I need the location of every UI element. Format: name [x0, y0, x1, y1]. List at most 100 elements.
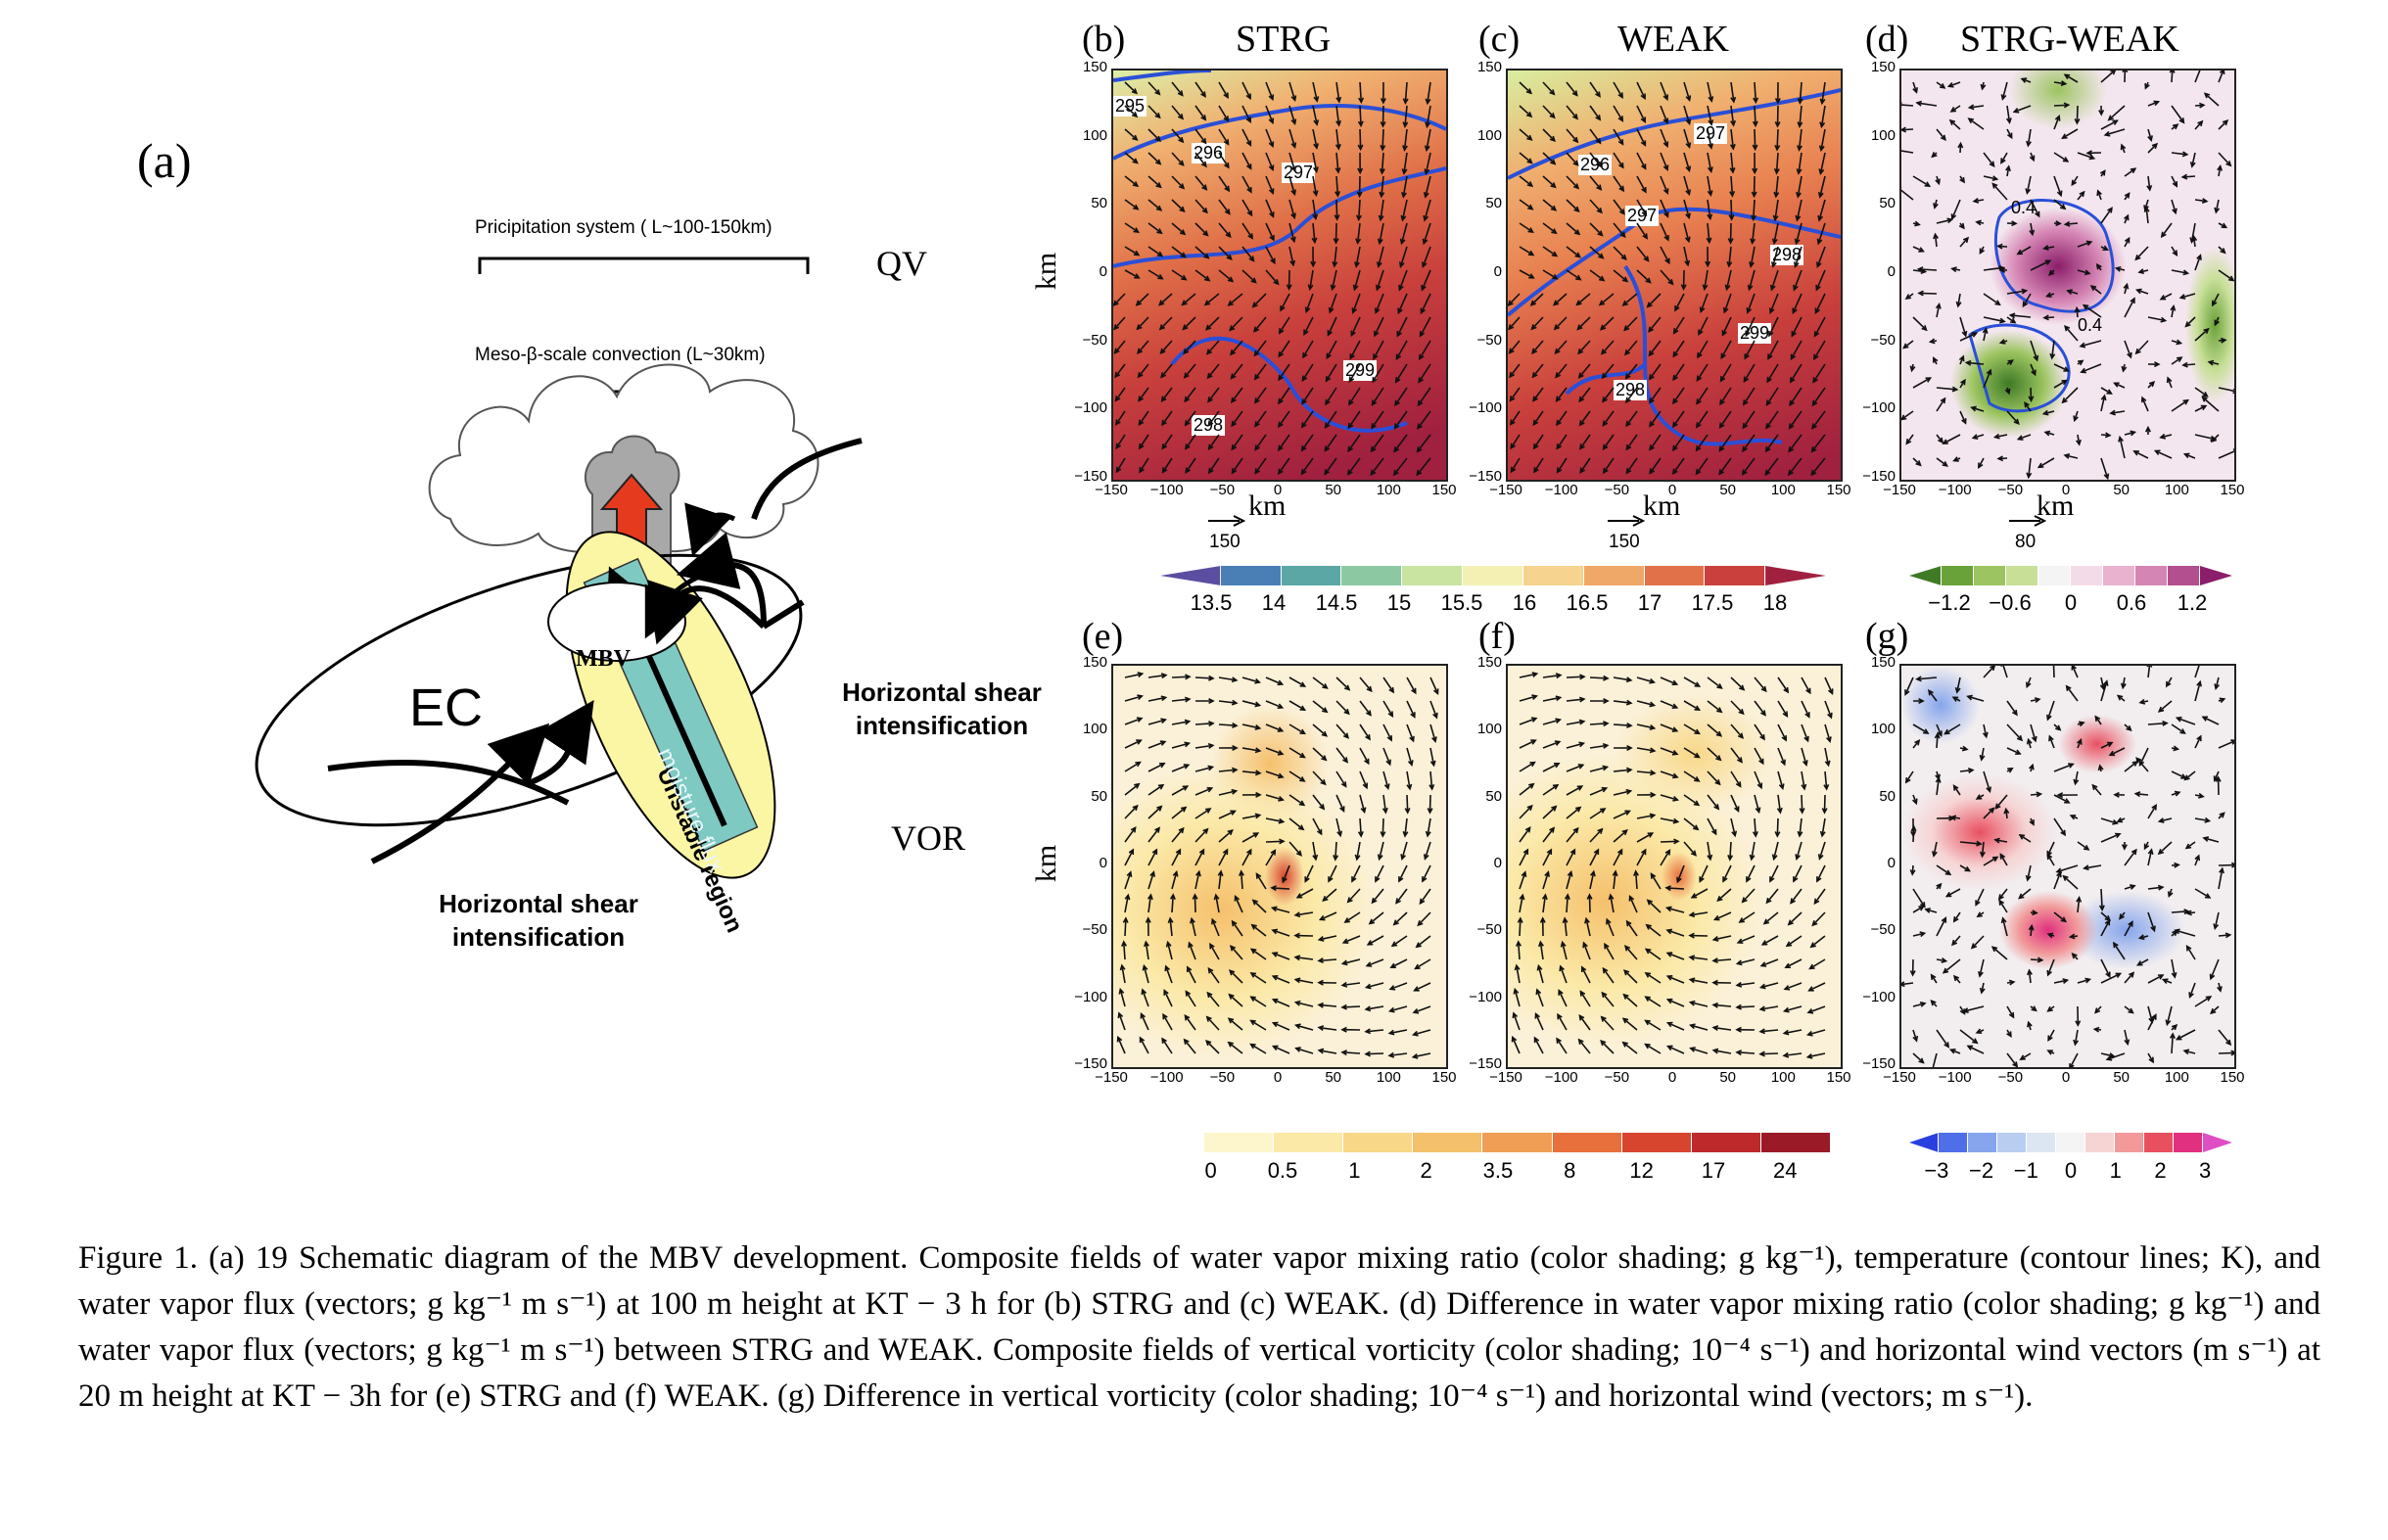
colorbar-qv-labels: 13.5 14 14.5 15 15.5 16 16.5 17 17.5 18 — [1180, 590, 1806, 616]
shear-label-bottom-line1: Horizontal shear — [439, 889, 638, 918]
x-tick-label: 100 — [2164, 482, 2189, 498]
colorbar-label: 3.5 — [1482, 1158, 1514, 1183]
y-tick-label: −150 — [1074, 1055, 1107, 1072]
ec-label: EC — [409, 678, 484, 737]
x-tick-label: 50 — [1325, 482, 1341, 498]
mbv-label: MBV — [576, 646, 631, 672]
qv-label: QV — [876, 244, 927, 283]
x-tick-label: 150 — [1826, 1069, 1851, 1086]
y-tick-label: 150 — [1082, 59, 1107, 75]
colorbar-label: 1 — [2109, 1158, 2122, 1183]
panel-d-map: 0.4 0.4 — [1899, 69, 2236, 482]
colorbar-label: 14.5 — [1315, 590, 1358, 615]
x-tick-label: −150 — [1883, 482, 1916, 498]
colorbar-swatch — [1482, 1133, 1553, 1152]
x-tick-label: 50 — [1719, 1069, 1736, 1086]
reference-vector-label-b: 150 — [1209, 532, 1241, 552]
colorbar-swatch — [1552, 1133, 1622, 1152]
y-tick-label: −50 — [1082, 921, 1107, 939]
x-tick-label: 150 — [1826, 482, 1851, 498]
shear-label-right-line1: Horizontal shear — [842, 677, 1042, 707]
colorbar-dqv — [1909, 566, 2232, 585]
y-tick-label: 100 — [1082, 126, 1107, 144]
x-tick-label: 50 — [1325, 1069, 1341, 1086]
x-tick-label: 100 — [1376, 1069, 1401, 1086]
y-tick-label: −100 — [1862, 988, 1896, 1005]
colorbar-swatch — [1343, 1133, 1414, 1152]
colorbar-label: −1 — [2013, 1158, 2038, 1183]
colorbar-label: 1 — [1348, 1158, 1361, 1183]
y-tick-label: −50 — [1476, 921, 1502, 939]
x-tick-label: 0 — [1667, 1069, 1677, 1086]
colorbar-label: 18 — [1762, 590, 1788, 615]
colorbar-vor-labels: 0 0.5 1 2 3.5 8 12 17 24 — [1175, 1158, 1821, 1184]
contour-label: 296 — [1578, 155, 1613, 175]
colorbar-label: 2 — [1420, 1158, 1432, 1183]
y-tick-label: 150 — [1870, 654, 1896, 671]
shear-label-bottom-line2: intensification — [451, 922, 626, 952]
colorbar-dqv-labels: −1.2 −0.6 0 0.6 1.2 — [1919, 590, 2223, 616]
y-tick-label: −100 — [1469, 988, 1502, 1005]
x-tick-label: −150 — [1489, 1069, 1522, 1086]
x-tick-label: 100 — [1770, 1069, 1796, 1086]
y-tick-label: −50 — [1870, 921, 1896, 939]
colorbar-label: 17 — [1701, 1158, 1726, 1183]
x-tick-label: −150 — [1095, 482, 1128, 498]
colorbar-swatch — [2006, 566, 2038, 585]
y-tick-label: −150 — [1862, 468, 1896, 485]
x-axis-label-b: km — [1248, 490, 1287, 522]
contour-label: 299 — [1738, 323, 1772, 344]
x-tick-label: −100 — [1544, 1069, 1578, 1086]
colorbar-label: 0 — [1204, 1158, 1217, 1183]
y-tick-label: 50 — [1879, 195, 1896, 212]
colorbar-swatch — [2027, 1133, 2056, 1152]
panel-b-label: (b) — [1082, 19, 1126, 60]
colorbar-swatch — [2085, 1133, 2115, 1152]
panel-d-label: (d) — [1865, 19, 1909, 60]
colorbar-swatch — [1765, 566, 1826, 585]
y-tick-label: −50 — [1870, 331, 1896, 349]
x-axis-label-d: km — [2037, 490, 2075, 522]
panel-b-map: 295 296 297 299 298 — [1111, 69, 1448, 482]
colorbar-swatch — [1760, 1133, 1831, 1152]
y-tick-label: 0 — [1887, 855, 1896, 871]
y-tick-label: −50 — [1476, 331, 1502, 349]
colorbar-dvor-labels: −3 −2 −1 0 1 2 3 — [1914, 1158, 2227, 1184]
colorbar-swatch — [2038, 566, 2071, 585]
contour-label: 0.4 — [2011, 198, 2037, 217]
colorbar-swatch — [1160, 566, 1221, 585]
x-tick-label: 100 — [2164, 1069, 2189, 1086]
panel-g-map — [1899, 664, 2236, 1069]
colorbar-label: 0.6 — [2116, 590, 2147, 615]
y-tick-label: 0 — [1493, 263, 1502, 280]
colorbar-label: −0.6 — [1989, 590, 2032, 615]
y-tick-label: 150 — [1476, 654, 1502, 671]
x-tick-label: 50 — [1719, 482, 1736, 498]
x-tick-label: −50 — [1604, 482, 1630, 498]
colorbar-swatch — [1691, 1133, 1761, 1152]
x-tick-label: 0 — [1667, 482, 1677, 498]
y-tick-label: −150 — [1862, 1055, 1896, 1072]
x-tick-label: 100 — [1770, 482, 1796, 498]
colorbar-swatch — [2144, 1133, 2174, 1152]
colorbar-swatch — [2103, 566, 2135, 585]
colorbar-swatch — [1463, 566, 1523, 585]
colorbar-dvor — [1909, 1133, 2232, 1152]
wind-vectors-f — [1511, 672, 1834, 1059]
colorbar-label: 8 — [1564, 1158, 1576, 1183]
colorbar-swatch — [1942, 566, 1974, 585]
y-tick-label: 0 — [1099, 855, 1107, 871]
x-tick-label: −150 — [1883, 1069, 1916, 1086]
colorbar-swatch — [1621, 1133, 1692, 1152]
shear-label-bottom: Horizontal shear intensification — [421, 887, 656, 954]
reference-vector-b — [1208, 515, 1245, 527]
wind-vectors-d — [1901, 70, 2234, 480]
colorbar-label: 14 — [1261, 590, 1287, 615]
colorbar-label: 15 — [1386, 590, 1412, 615]
y-tick-label: −100 — [1862, 399, 1896, 417]
panel-f-label: (f) — [1478, 616, 1516, 657]
x-tick-label: 150 — [1431, 482, 1457, 498]
colorbar-label: 0.5 — [1267, 1158, 1298, 1183]
x-axis-label-c: km — [1643, 490, 1681, 522]
y-tick-label: 0 — [1493, 855, 1502, 871]
